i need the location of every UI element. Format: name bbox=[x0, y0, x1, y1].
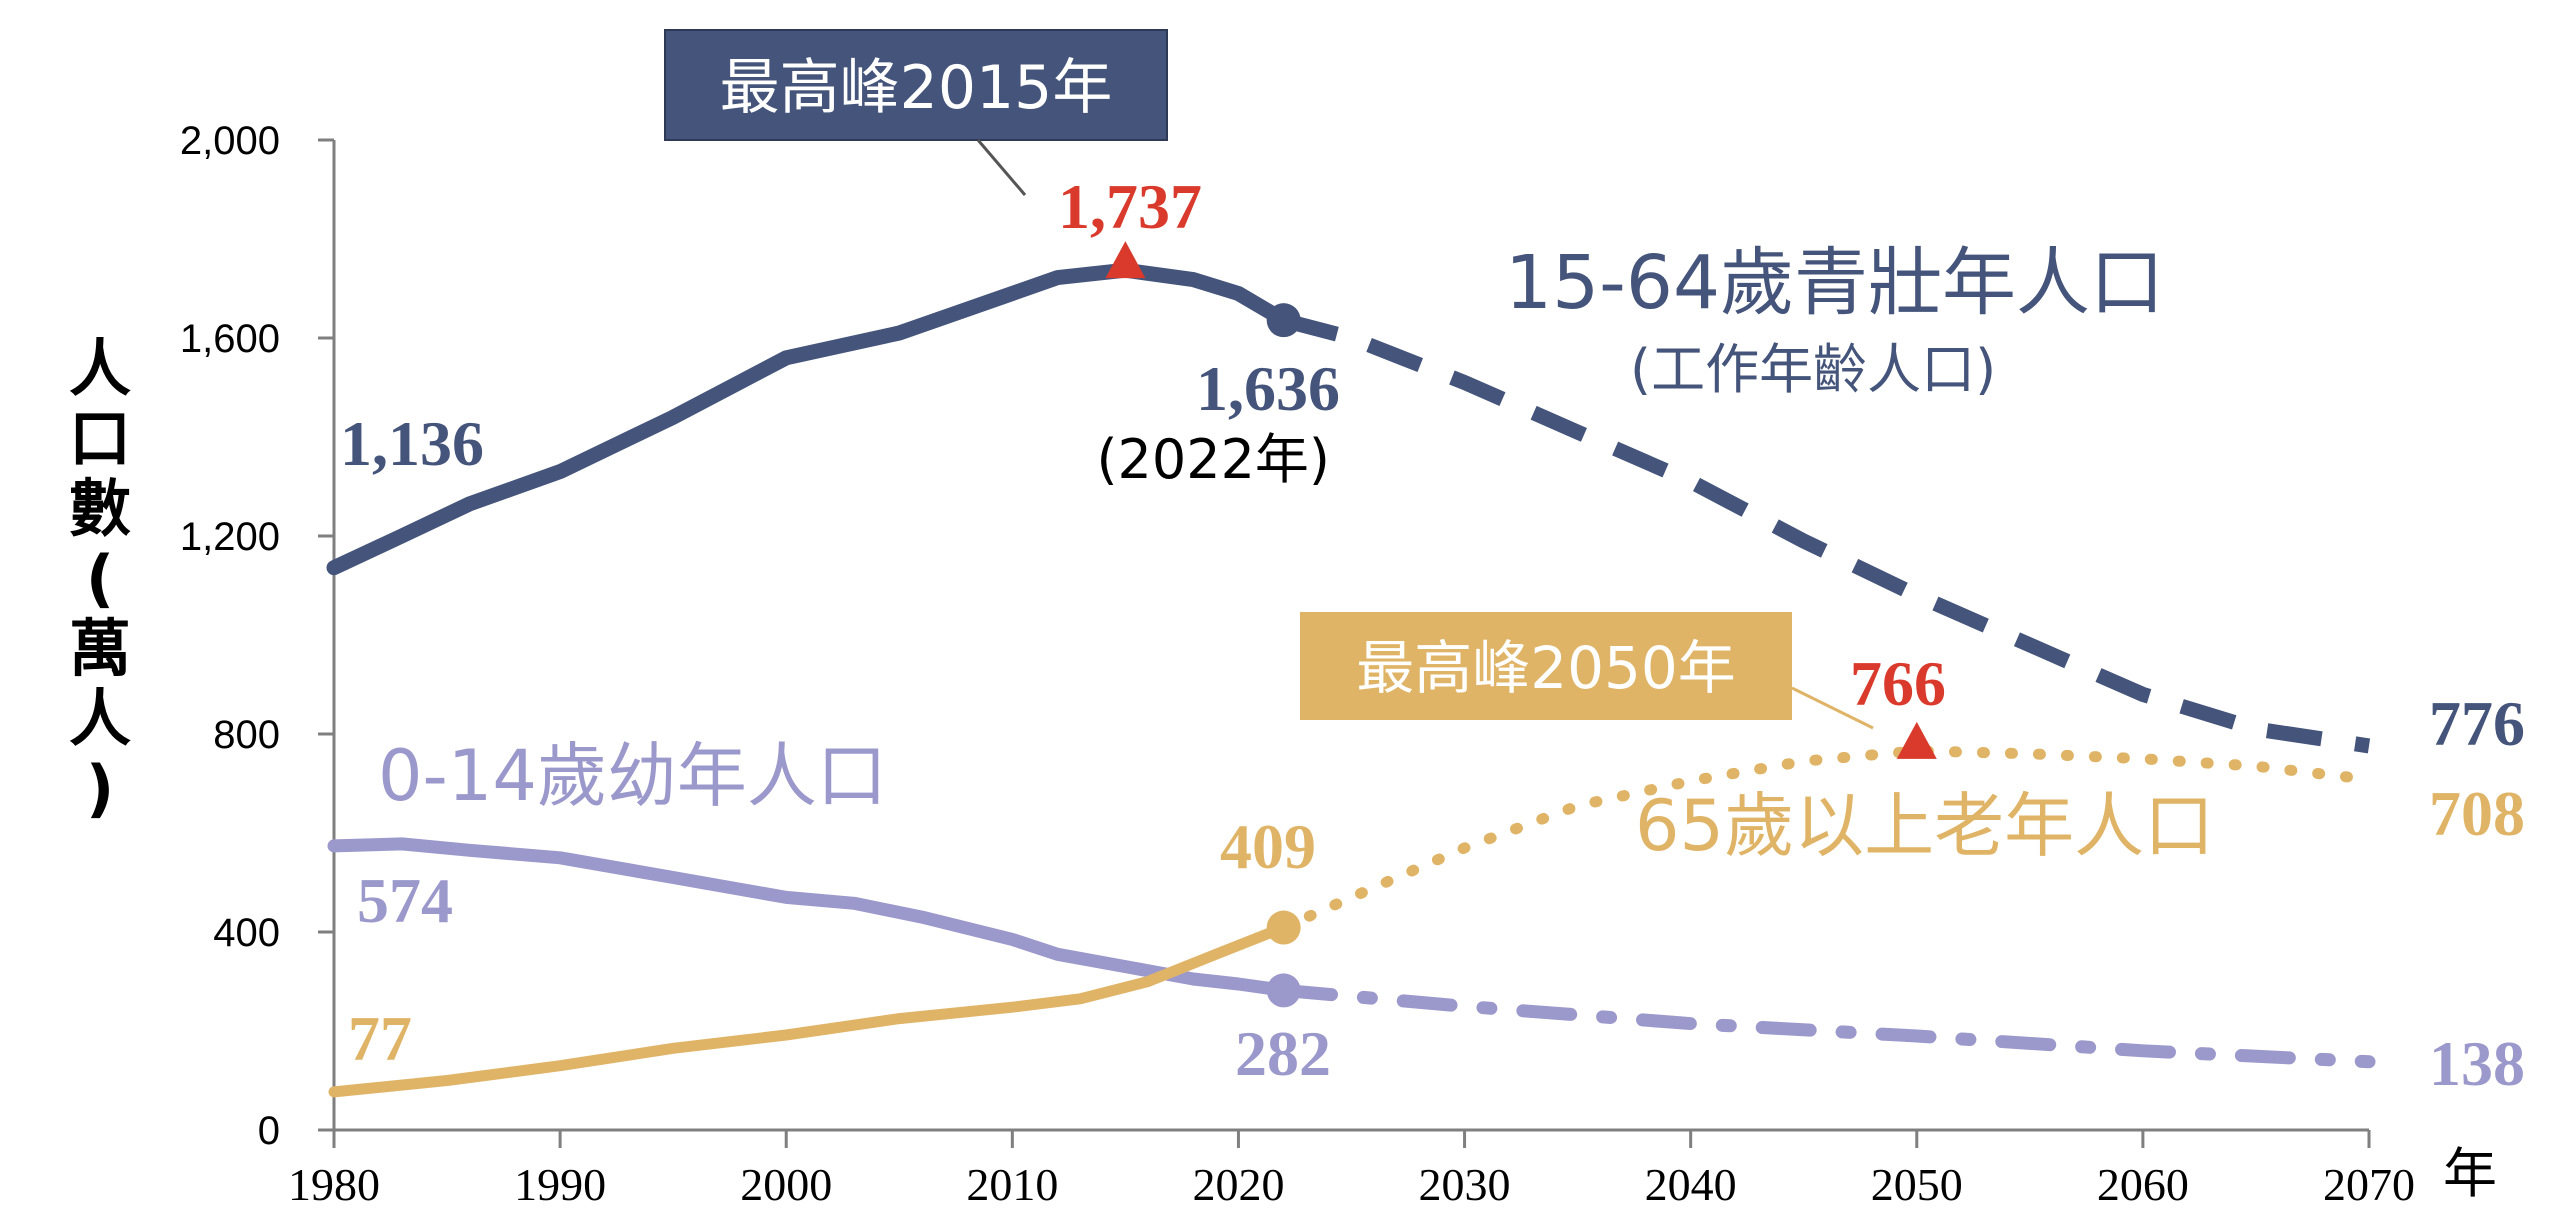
series-layer bbox=[326, 241, 2376, 1098]
peak-marker bbox=[1105, 241, 1146, 279]
current-year-marker bbox=[1266, 303, 1301, 338]
x-tick-label: 2070 bbox=[2323, 1159, 2415, 1210]
x-tick-label: 2000 bbox=[740, 1159, 832, 1210]
peak-callout-leader bbox=[976, 139, 1027, 196]
peak-callout-text: 最高峰2050年 bbox=[1356, 634, 1736, 702]
series-line-actual bbox=[327, 837, 1291, 997]
series-line-projected bbox=[1278, 745, 2375, 933]
y-axis-label: 人口數(萬人) bbox=[69, 332, 131, 825]
series-name-label: 65歲以上老年人口 bbox=[1635, 785, 2214, 867]
peak-callout-box bbox=[1300, 612, 1792, 720]
series-1 bbox=[327, 837, 2376, 1069]
current-value-label: 1,636 bbox=[1196, 353, 1340, 424]
x-tick-label: 2060 bbox=[2097, 1159, 2189, 1210]
series-line-projected bbox=[1277, 983, 2376, 1069]
peak-callout-box bbox=[664, 29, 1168, 141]
series-0 bbox=[326, 262, 2371, 754]
peak-callout-text: 最高峰2015年 bbox=[720, 53, 1113, 123]
peak-value-label: 766 bbox=[1850, 648, 1946, 719]
x-tick-label: 2030 bbox=[1419, 1159, 1511, 1210]
axes: 1980 1990 2000 2010 2020 2030 2040 2050 2060 2070… bbox=[69, 119, 2497, 1210]
end-value-label: 776 bbox=[2429, 688, 2525, 759]
current-value-label: 282 bbox=[1235, 1018, 1331, 1089]
series-name-label: 0-14歲幼年人口 bbox=[378, 735, 887, 817]
series-line-actual bbox=[328, 922, 1290, 1098]
peak-marker bbox=[1896, 721, 1937, 759]
series-name-label: 15-64歲青壯年人口 bbox=[1505, 240, 2164, 326]
start-value-label: 1,136 bbox=[340, 408, 484, 479]
peak-value-label: 1,737 bbox=[1058, 171, 1202, 242]
y-tick-label: 2,000 bbox=[180, 119, 280, 163]
current-value-label: 409 bbox=[1220, 811, 1316, 882]
x-tick-label: 2010 bbox=[966, 1159, 1058, 1210]
x-tick-label: 2020 bbox=[1192, 1159, 1284, 1210]
y-tick-label: 0 bbox=[258, 1109, 280, 1153]
y-tick-label: 1,600 bbox=[180, 317, 280, 361]
x-tick-label: 2050 bbox=[1871, 1159, 1963, 1210]
end-value-label: 708 bbox=[2429, 778, 2525, 849]
peak-callout-leader bbox=[1791, 686, 1874, 730]
series-line-actual bbox=[326, 262, 1292, 576]
start-value-label: 77 bbox=[348, 1003, 412, 1074]
x-tick-label: 1980 bbox=[288, 1159, 380, 1210]
y-tick-label: 400 bbox=[213, 911, 280, 955]
y-tick-label: 800 bbox=[213, 713, 280, 757]
x-tick-label: 2040 bbox=[1645, 1159, 1737, 1210]
start-value-label: 574 bbox=[357, 865, 453, 936]
x-tick-label: 1990 bbox=[514, 1159, 606, 1210]
series-line-projected bbox=[1281, 312, 2371, 754]
series-2 bbox=[328, 745, 2375, 1098]
current-year-marker bbox=[1266, 910, 1301, 945]
current-year-label: (2022年) bbox=[1096, 428, 1330, 491]
end-value-label: 138 bbox=[2429, 1028, 2525, 1099]
labels-layer: 15-64歲青壯年人口 (工作年齡人口) 0-14歲幼年人口 65歲以上老年人口 1,1… bbox=[340, 29, 2525, 1099]
y-tick-label: 1,200 bbox=[180, 515, 280, 559]
series-subname-label: (工作年齡人口) bbox=[1630, 338, 1996, 401]
x-axis-label: 年 bbox=[2443, 1142, 2497, 1205]
current-year-marker bbox=[1266, 973, 1301, 1008]
